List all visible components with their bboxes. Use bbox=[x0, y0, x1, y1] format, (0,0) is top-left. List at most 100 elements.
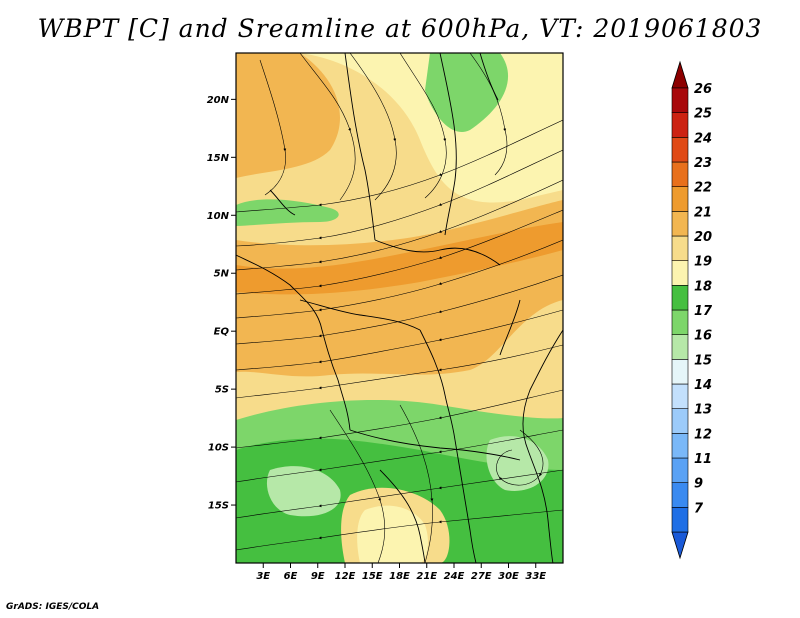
chart-title: WBPT [C] and Sreamline at 600hPa, VT: 20… bbox=[37, 14, 763, 43]
border bbox=[454, 439, 477, 563]
streamline bbox=[236, 344, 563, 399]
colorbar-label: 22 bbox=[694, 181, 712, 196]
streamline bbox=[236, 179, 563, 271]
border bbox=[499, 299, 521, 356]
lon-label: 3E bbox=[256, 571, 270, 582]
colorbar: 7 9 11 12 13 14 15 16 17 18 19 20 21 22 23 24 25 26 bbox=[671, 60, 713, 560]
colorbar-swatch bbox=[671, 285, 689, 311]
lat-label: 20N bbox=[207, 95, 230, 106]
colorbar-label: 24 bbox=[694, 131, 712, 146]
credit-text: GrADS: IGES/COLA bbox=[6, 602, 100, 612]
streamline bbox=[236, 209, 563, 295]
border bbox=[419, 329, 456, 441]
axis-ticks-and-labels: 20N 15N 10N 5N EQ 5S 10S 15S 3E 6E 9E 12E 15E 18E 21E 2… bbox=[207, 95, 547, 582]
shade-northeast-green bbox=[425, 53, 509, 132]
colorbar-swatch bbox=[671, 211, 689, 237]
lat-label: 10S bbox=[208, 443, 229, 454]
lon-label: 27E bbox=[471, 571, 492, 582]
colorbar-swatch bbox=[671, 87, 689, 113]
shade-west-green-strip bbox=[236, 199, 339, 226]
streamline bbox=[236, 239, 563, 319]
lon-label: 33E bbox=[525, 571, 546, 582]
streamline bbox=[399, 404, 434, 563]
colorbar-label: 12 bbox=[694, 427, 712, 442]
streamline bbox=[236, 119, 563, 213]
streamline bbox=[236, 429, 563, 483]
streamline bbox=[349, 53, 397, 201]
border bbox=[349, 429, 521, 461]
colorbar-swatch bbox=[671, 482, 689, 508]
streamline bbox=[329, 409, 386, 563]
streamline bbox=[236, 509, 563, 551]
colorbar-label: 13 bbox=[694, 403, 712, 418]
colorbar-swatch bbox=[671, 235, 689, 261]
colorbar-swatch bbox=[671, 334, 689, 360]
coastline-east bbox=[522, 329, 563, 563]
colorbar-label: 15 bbox=[694, 353, 712, 368]
lat-label: 15S bbox=[208, 501, 229, 512]
colorbar-label: 21 bbox=[694, 205, 712, 220]
lat-label: EQ bbox=[214, 327, 230, 338]
border bbox=[374, 239, 501, 266]
coastline-west bbox=[236, 254, 351, 431]
colorbar-swatch bbox=[671, 433, 689, 459]
border bbox=[439, 53, 457, 236]
colorbar-label: 26 bbox=[694, 82, 712, 97]
colorbar-swatch bbox=[671, 309, 689, 335]
streamline bbox=[236, 389, 563, 449]
map-field bbox=[236, 53, 563, 563]
streamline bbox=[469, 53, 508, 176]
colorbar-label: 19 bbox=[694, 255, 712, 270]
colorbar-swatch bbox=[671, 507, 689, 533]
lon-label: 21E bbox=[416, 571, 437, 582]
colorbar-under-arrow bbox=[671, 531, 689, 560]
colorbar-over-arrow bbox=[671, 60, 689, 89]
streamline bbox=[496, 429, 544, 486]
streamline bbox=[399, 53, 447, 199]
lat-label: 5N bbox=[214, 269, 230, 280]
lon-label: 15E bbox=[362, 571, 383, 582]
shade-northwest-orange bbox=[236, 53, 340, 178]
lon-label: 30E bbox=[498, 571, 519, 582]
colorbar-label: 25 bbox=[694, 107, 712, 122]
colorbar-label: 23 bbox=[694, 156, 712, 171]
streamlines bbox=[236, 53, 563, 563]
streamline bbox=[236, 309, 563, 371]
colorbar-label: 9 bbox=[694, 477, 703, 492]
border bbox=[379, 469, 426, 563]
colorbar-swatch bbox=[671, 161, 689, 187]
colorbar-swatch bbox=[671, 383, 689, 409]
colorbar-label: 17 bbox=[694, 304, 713, 319]
lon-label: 18E bbox=[389, 571, 410, 582]
country-borders bbox=[236, 53, 563, 563]
colorbar-label: 20 bbox=[694, 230, 712, 245]
colorbar-swatch bbox=[671, 137, 689, 163]
streamline bbox=[299, 53, 356, 201]
lon-label: 6E bbox=[284, 571, 298, 582]
border bbox=[344, 53, 376, 241]
colorbar-swatch bbox=[671, 186, 689, 212]
colorbar-label: 18 bbox=[694, 279, 712, 294]
border bbox=[269, 189, 296, 216]
colorbar-label: 16 bbox=[694, 329, 712, 344]
streamline bbox=[236, 149, 563, 247]
streamline bbox=[259, 59, 287, 196]
colorbar-swatch bbox=[671, 112, 689, 138]
colorbar-swatch bbox=[671, 457, 689, 483]
colorbar-label: 14 bbox=[694, 378, 712, 393]
colorbar-label: 7 bbox=[694, 501, 704, 516]
colorbar-swatch bbox=[671, 359, 689, 385]
colorbar-swatch bbox=[671, 260, 689, 286]
lat-label: 5S bbox=[215, 385, 229, 396]
lon-label: 24E bbox=[444, 571, 465, 582]
streamline bbox=[236, 274, 563, 345]
lat-label: 10N bbox=[207, 211, 230, 222]
border bbox=[299, 299, 421, 331]
lon-label: 12E bbox=[335, 571, 356, 582]
lat-label: 15N bbox=[207, 153, 230, 164]
lon-label: 9E bbox=[311, 571, 325, 582]
colorbar-label: 11 bbox=[694, 452, 712, 467]
colorbar-swatch bbox=[671, 408, 689, 434]
border bbox=[479, 53, 499, 101]
